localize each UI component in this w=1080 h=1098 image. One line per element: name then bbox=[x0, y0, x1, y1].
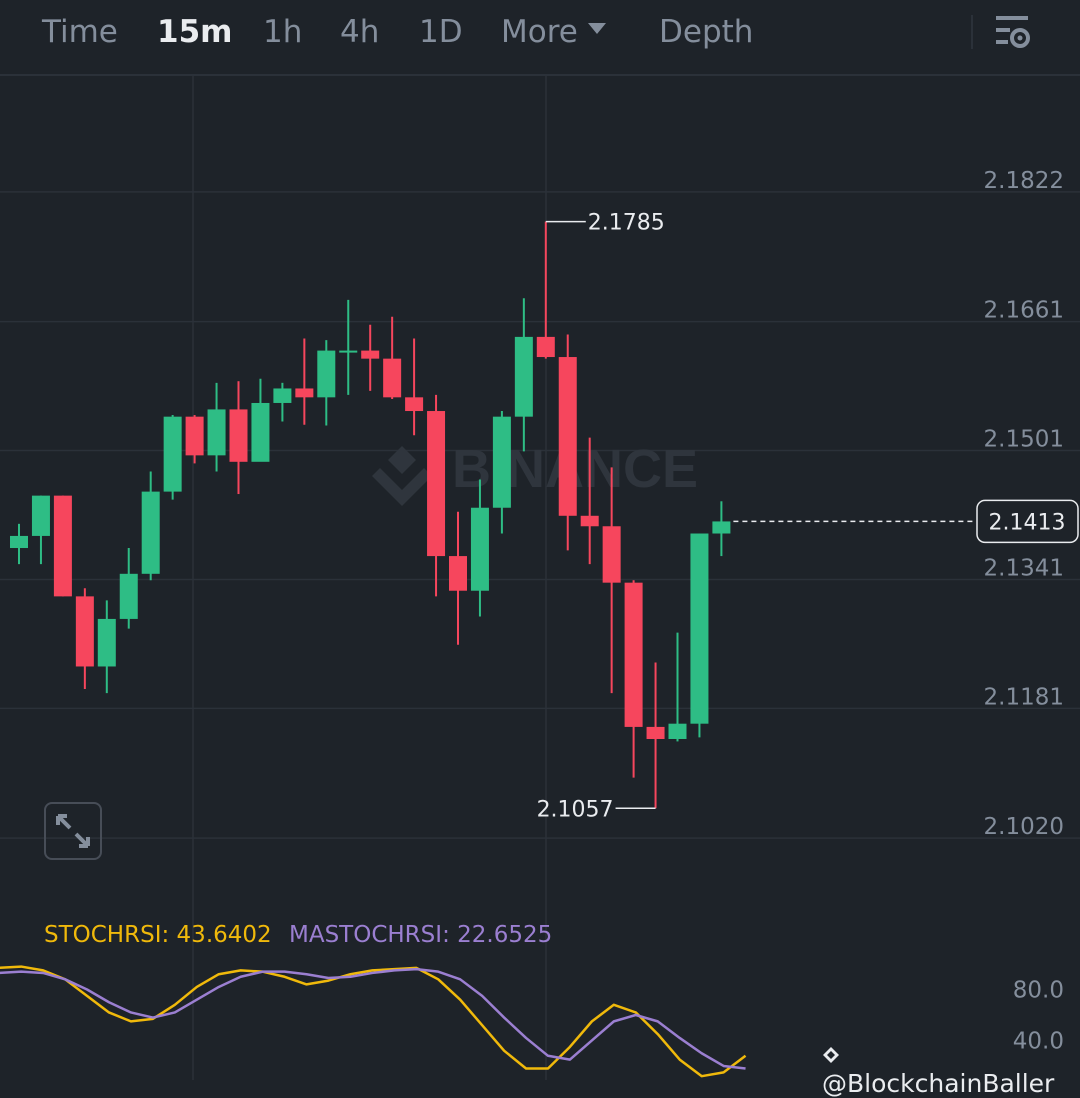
tab-15m[interactable]: 15m bbox=[157, 14, 233, 50]
timeframe-bar: Time 15m 1h 4h 1D More Depth bbox=[0, 0, 1080, 76]
candle-body bbox=[492, 416, 511, 508]
last-price-tag bbox=[976, 499, 1079, 544]
tab-4h[interactable]: 4h bbox=[340, 14, 380, 50]
stochrsi-line bbox=[0, 965, 747, 1078]
candle-body bbox=[163, 416, 182, 492]
candle-body bbox=[361, 350, 380, 359]
price-tick-label: 2.1020 bbox=[984, 814, 1064, 840]
caret-down-icon bbox=[587, 23, 606, 34]
price-tick-label: 2.1341 bbox=[984, 555, 1064, 581]
candle-body bbox=[536, 336, 555, 358]
candle-body bbox=[317, 350, 336, 398]
candle-body bbox=[119, 573, 138, 619]
stochrsi-value: 43.6402 bbox=[176, 922, 272, 948]
indicator-tick-label: 40.0 bbox=[1013, 1028, 1064, 1054]
stochrsi-legend: STOCHRSI: 43.6402 bbox=[44, 922, 272, 948]
indicator-tick-label: 80.0 bbox=[1013, 978, 1064, 1004]
stochrsi-panel: 80.0 40.0 bbox=[0, 965, 1064, 1078]
tab-more[interactable]: More bbox=[501, 14, 606, 50]
candle-body bbox=[646, 726, 665, 739]
candle-body bbox=[273, 388, 292, 403]
candle-body bbox=[295, 388, 314, 398]
candle-body bbox=[185, 416, 204, 456]
tab-time[interactable]: Time bbox=[42, 14, 118, 50]
candle-body bbox=[602, 526, 621, 583]
candle-body bbox=[229, 409, 248, 462]
high-price-label: 2.1785 bbox=[588, 211, 665, 236]
price-tick-label: 2.1661 bbox=[984, 298, 1064, 324]
price-tick-label: 2.1501 bbox=[984, 427, 1064, 453]
fullscreen-button[interactable] bbox=[44, 802, 102, 860]
candle-body bbox=[75, 596, 94, 667]
candle-body bbox=[712, 521, 731, 534]
candle-body bbox=[690, 533, 709, 724]
candle-body bbox=[383, 358, 402, 398]
divider bbox=[971, 15, 973, 49]
candle-body bbox=[558, 357, 577, 516]
exchange-watermark-logo bbox=[372, 446, 432, 506]
tab-depth[interactable]: Depth bbox=[659, 14, 754, 50]
candle-body bbox=[53, 495, 72, 597]
candle-body bbox=[339, 350, 358, 353]
candle-body bbox=[668, 723, 687, 739]
price-axis: 2.1822 2.1661 2.1501 2.1341 2.1181 2.1020 bbox=[984, 168, 1064, 840]
price-tick-label: 2.1822 bbox=[984, 168, 1064, 194]
binance-logo-icon bbox=[823, 1047, 839, 1063]
price-tick-label: 2.1181 bbox=[984, 684, 1064, 710]
price-markers: 2.1785 2.1057 2.1413 bbox=[537, 211, 1079, 822]
mastochrsi-line bbox=[0, 967, 746, 1070]
mastochrsi-legend: MASTOCHRSI: 22.6525 bbox=[289, 922, 553, 948]
candle-body bbox=[580, 515, 599, 527]
candle-body bbox=[449, 556, 467, 591]
stochrsi-name: STOCHRSI bbox=[44, 922, 162, 948]
candle-body bbox=[624, 582, 643, 727]
credit-text: @BlockchainBaller bbox=[822, 1069, 1055, 1098]
candle-body bbox=[207, 409, 226, 456]
candlestick-series bbox=[10, 221, 731, 809]
candle-body bbox=[470, 507, 489, 591]
candle-body bbox=[427, 411, 446, 557]
candle-body bbox=[10, 535, 28, 549]
tab-1h[interactable]: 1h bbox=[263, 14, 303, 50]
low-price-label: 2.1057 bbox=[537, 797, 614, 822]
last-price-label: 2.1413 bbox=[989, 510, 1066, 535]
candle-body bbox=[97, 618, 116, 667]
candle-body bbox=[141, 491, 160, 574]
candle-body bbox=[31, 495, 50, 536]
credit-watermark: @BlockchainBaller bbox=[822, 1040, 1080, 1098]
candle-body bbox=[251, 402, 270, 462]
candle-body bbox=[514, 336, 533, 417]
tab-1d[interactable]: 1D bbox=[419, 14, 463, 50]
candle-body bbox=[405, 397, 424, 412]
chart-settings-icon[interactable] bbox=[994, 14, 1034, 54]
mastochrsi-name: MASTOCHRSI bbox=[289, 922, 443, 948]
mastochrsi-value: 22.6525 bbox=[457, 922, 553, 948]
tab-more-label: More bbox=[501, 14, 578, 50]
expand-icon bbox=[56, 814, 90, 848]
